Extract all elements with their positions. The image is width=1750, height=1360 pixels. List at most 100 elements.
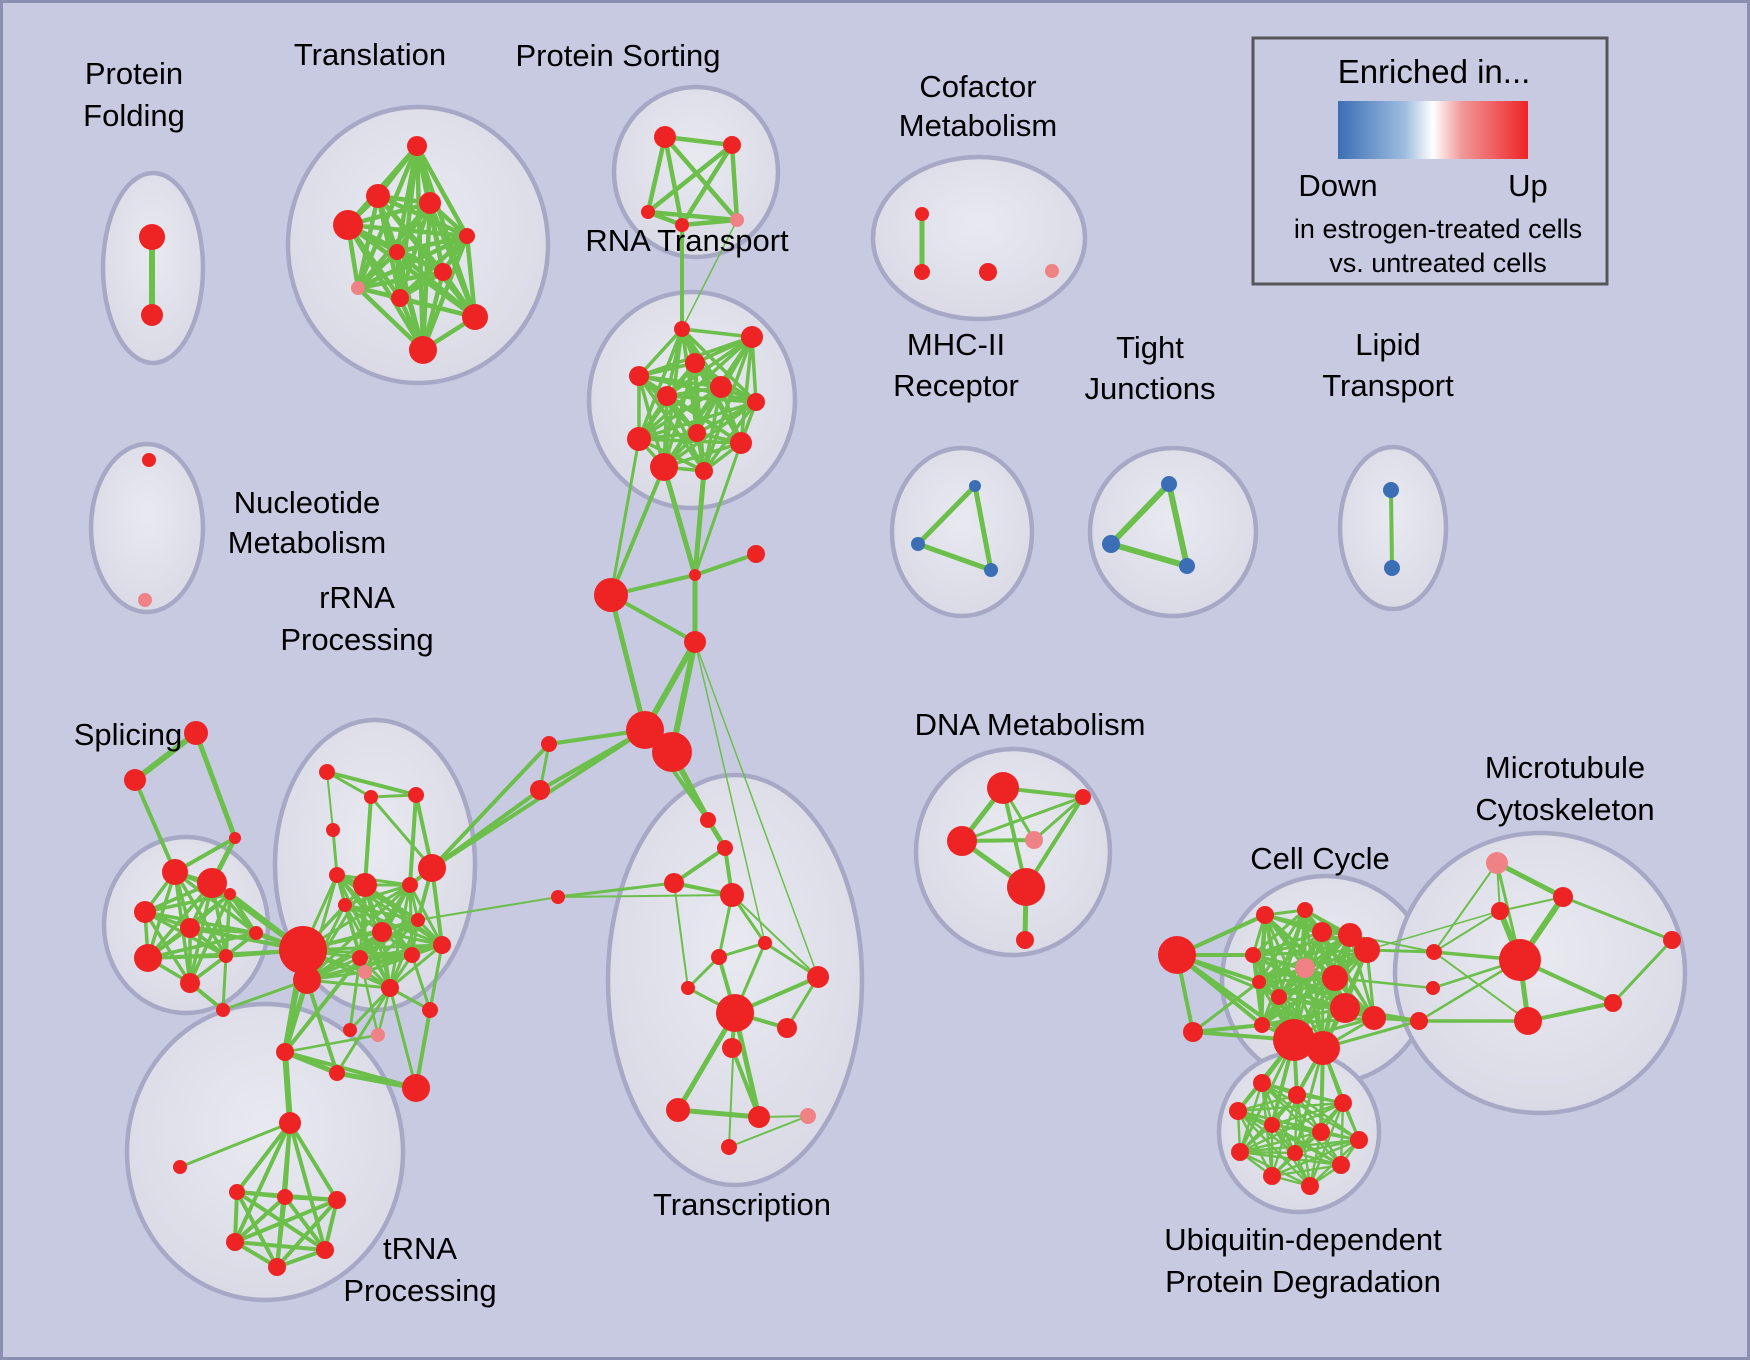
legend-title: Enriched in... xyxy=(1338,53,1531,90)
gene-set-node-rrN xyxy=(402,1074,430,1102)
cluster-label-nucleotide-metabolism: Metabolism xyxy=(228,525,387,560)
edge-rrM-tn7 xyxy=(283,1033,380,1054)
edge-t8-t11 xyxy=(355,285,426,353)
edge-p1-p5 xyxy=(662,134,740,223)
cluster-label-protein-folding: Protein xyxy=(85,56,183,91)
gene-set-node-tj3 xyxy=(1179,558,1195,574)
gene-set-node-ub9 xyxy=(1287,1145,1303,1161)
gene-set-node-tj2 xyxy=(1102,535,1120,553)
edge-rrN-tn7 xyxy=(283,1050,418,1090)
edge-cc4-cc12 xyxy=(1348,933,1376,1020)
gene-set-node-ccleft xyxy=(1158,936,1196,974)
gene-set-node-rt12 xyxy=(695,462,713,480)
gene-set-node-mtbig xyxy=(1499,939,1541,981)
gene-set-node-tc2 xyxy=(717,840,733,856)
gene-set-node-r2 xyxy=(364,790,378,804)
edge-cc3-cc8 xyxy=(1257,930,1324,984)
edge-tc5-tc4 xyxy=(557,894,733,898)
edge-spb-sa xyxy=(133,778,177,874)
gene-set-node-cc10 xyxy=(1254,1017,1270,1033)
edge-rrF-tc5 xyxy=(417,896,559,921)
gene-set-node-pf1 xyxy=(139,224,165,250)
gene-set-node-dm6 xyxy=(1016,931,1034,949)
gene-set-node-rb1 xyxy=(418,854,446,882)
gene-set-node-rt11 xyxy=(650,453,678,481)
cluster-label-rrna-processing: Processing xyxy=(280,622,433,657)
edge-ccleft-ccbig1 xyxy=(1175,953,1296,1042)
gene-set-node-ub1 xyxy=(1253,1074,1271,1092)
gene-set-node-ub12 xyxy=(1301,1177,1319,1195)
gene-set-node-p3 xyxy=(641,205,655,219)
edge-h3-hb1 xyxy=(608,592,648,733)
cluster-ellipse-mhc-ii-receptor xyxy=(889,445,1035,619)
gene-set-node-cc1 xyxy=(1256,906,1274,924)
legend: Enriched in... Down Up in estrogen-treat… xyxy=(1251,36,1609,286)
edge-cc2-cc6 xyxy=(1251,908,1307,957)
edge-r2-rrB xyxy=(363,795,373,887)
edge-tn3-tn6 xyxy=(275,1198,339,1269)
edge-tj2-tj3 xyxy=(1108,541,1190,569)
nodes-layer xyxy=(124,126,1681,1276)
gene-set-node-rrH xyxy=(358,965,372,979)
edge-rt11-h1 xyxy=(661,464,698,578)
gene-set-node-cc8 xyxy=(1252,975,1266,989)
gene-set-node-t10 xyxy=(462,304,488,330)
gene-set-node-rhub xyxy=(279,926,327,974)
edge-tnhub-tn4 xyxy=(233,1121,292,1244)
edge-rrD-rrI xyxy=(343,903,392,990)
gene-set-node-rt4 xyxy=(629,366,649,386)
edge-tnhub-tnlone xyxy=(178,1121,292,1169)
gene-set-node-tc6 xyxy=(758,936,772,950)
gene-set-node-cc2 xyxy=(1297,902,1313,918)
edge-rrO-rrI xyxy=(348,986,392,1032)
edge-ub2-ub4 xyxy=(1236,1093,1299,1113)
gene-set-node-spb xyxy=(124,769,146,791)
cluster-label-nucleotide-metabolism: Nucleotide xyxy=(234,485,380,520)
edge-tnhub-tn3 xyxy=(288,1121,339,1202)
gene-set-node-rrO xyxy=(343,1023,357,1037)
gene-set-node-tnhub xyxy=(279,1112,301,1134)
gene-set-node-rrG xyxy=(352,950,368,966)
edge-tc13-tc14 xyxy=(675,1107,762,1120)
gene-set-node-t1 xyxy=(407,136,427,156)
edge-t5-t6 xyxy=(394,233,470,255)
gene-set-node-ccj xyxy=(1426,944,1442,960)
gene-set-node-lt2 xyxy=(1384,560,1400,576)
cluster-ellipse-nucleotide-metabolism xyxy=(88,441,206,615)
edge-tn7-tn8 xyxy=(282,1049,340,1076)
gene-set-node-t7 xyxy=(434,263,452,281)
edge-si-sh xyxy=(221,954,228,1012)
cluster-ellipse-cofactor-metabolism xyxy=(870,154,1088,322)
edge-rrI-tn8 xyxy=(335,986,392,1075)
cluster-label-rna-transport: RNA Transport xyxy=(585,223,789,258)
edge-rrD-rrK xyxy=(343,903,444,947)
edge-p5-rt1 xyxy=(681,219,738,330)
gene-set-node-rrE xyxy=(372,922,392,942)
cluster-ellipse-tight-junctions xyxy=(1087,445,1259,619)
legend-note-line1: in estrogen-treated cells xyxy=(1294,214,1582,244)
edge-ub7-ub8 xyxy=(1238,1138,1361,1154)
cluster-label-tight-junctions: Tight xyxy=(1116,330,1184,365)
edge-lt1-lt2 xyxy=(1389,488,1394,570)
gene-set-node-si xyxy=(216,1003,230,1017)
cluster-label-dna-metabolism: DNA Metabolism xyxy=(915,707,1146,742)
legend-down-label: Down xyxy=(1298,168,1377,203)
edge-rrG-tn7 xyxy=(283,956,362,1054)
gene-set-node-s2 xyxy=(530,780,550,800)
edge-rt6-rt12 xyxy=(702,385,723,473)
edge-tc5-tc3 xyxy=(556,881,676,899)
edge-r3-rrC xyxy=(408,793,418,887)
cluster-label-protein-folding: Folding xyxy=(83,98,185,133)
edge-mt2-mt1 xyxy=(1499,896,1564,912)
cluster-label-microtubule-cytoskeleton: Microtubule xyxy=(1485,750,1645,785)
gene-set-node-sg xyxy=(224,888,236,900)
edge-ub10-ub11 xyxy=(1270,1163,1343,1178)
gene-set-node-cc12 xyxy=(1362,1006,1386,1030)
cluster-label-cofactor-metabolism: Cofactor xyxy=(919,69,1036,104)
gene-set-node-p1 xyxy=(654,126,676,148)
gene-set-node-rrK xyxy=(433,936,451,954)
gene-set-node-mt1 xyxy=(1553,887,1573,907)
gene-set-node-tn2 xyxy=(277,1189,293,1205)
gene-set-node-ccbig2 xyxy=(1306,1031,1340,1065)
edge-sf-sg xyxy=(188,892,232,985)
